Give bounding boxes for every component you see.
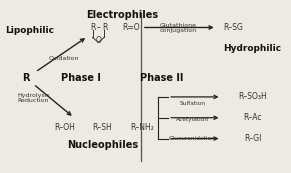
Text: Oxidation: Oxidation xyxy=(49,56,79,61)
Text: R–SH: R–SH xyxy=(92,123,112,132)
Text: R–NH₂: R–NH₂ xyxy=(130,123,154,132)
Text: R–OH: R–OH xyxy=(54,123,75,132)
Text: R=O: R=O xyxy=(123,23,140,32)
Text: Glutathione
conjugation: Glutathione conjugation xyxy=(159,22,196,33)
Text: R: R xyxy=(90,23,95,32)
Text: Phase II: Phase II xyxy=(140,73,183,83)
Text: O: O xyxy=(95,36,101,45)
Text: R: R xyxy=(102,23,108,32)
Text: R: R xyxy=(22,73,29,83)
Text: Nucleophiles: Nucleophiles xyxy=(67,140,138,149)
Text: Lipophilic: Lipophilic xyxy=(5,26,54,35)
Text: R–SG: R–SG xyxy=(223,23,243,32)
Text: Hydrophilic: Hydrophilic xyxy=(223,44,282,53)
Text: Acetylation: Acetylation xyxy=(176,117,209,122)
Text: Electrophiles: Electrophiles xyxy=(86,10,159,20)
Text: R–Gl: R–Gl xyxy=(244,134,261,143)
Text: Hydrolysis
Reduction: Hydrolysis Reduction xyxy=(18,93,50,103)
Text: Glucuronidation: Glucuronidation xyxy=(169,136,216,140)
Text: Phase I: Phase I xyxy=(61,73,101,83)
Text: R–SO₃H: R–SO₃H xyxy=(238,92,267,101)
Text: R–Ac: R–Ac xyxy=(243,113,262,122)
Text: Sulfation: Sulfation xyxy=(179,101,205,106)
Text: –: – xyxy=(96,23,100,32)
